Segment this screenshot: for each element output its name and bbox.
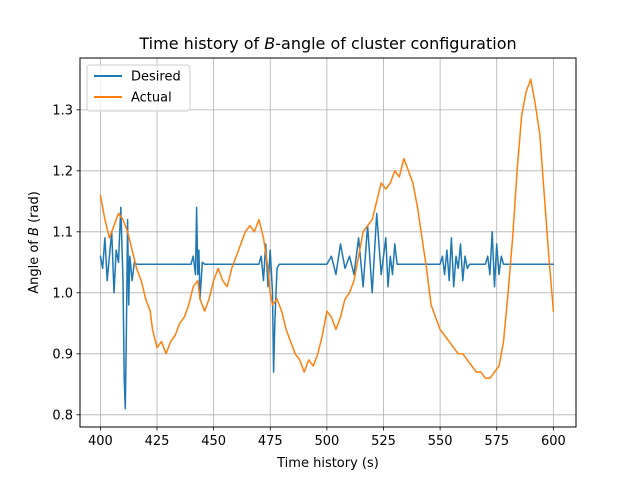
x-tick-label: 500	[314, 434, 339, 449]
x-tick-label: 400	[88, 434, 113, 449]
x-tick-label: 600	[541, 434, 566, 449]
plot-frame	[79, 57, 577, 428]
x-tick-label: 475	[258, 434, 283, 449]
y-tick-label: 0.9	[52, 347, 73, 362]
y-tick-label: 1.1	[52, 225, 73, 240]
y-tick-label: 1.2	[52, 164, 73, 179]
series-line-desired	[99, 206, 555, 410]
y-tick-label: 0.8	[52, 408, 73, 423]
y-tick-label: 1.0	[52, 286, 73, 301]
legend-label-desired: Desired	[131, 70, 181, 85]
x-tick-label: 550	[428, 434, 453, 449]
y-tick-label: 1.3	[52, 103, 73, 118]
legend: Desired Actual	[86, 64, 191, 112]
x-tick-label: 425	[145, 434, 170, 449]
x-tick-label: 525	[371, 434, 396, 449]
x-axis-label: Time history (s)	[276, 456, 379, 471]
y-axis-label: Angle of B (rad)	[27, 191, 42, 294]
axis-ticks: 400 425 450 475 500 525 550 575 600 0.8 0.9 1.0 1.1 1…	[52, 103, 565, 449]
series-layer	[99, 78, 555, 410]
legend-label-actual: Actual	[131, 91, 172, 106]
chart-title: Time history of B-angle of cluster confi…	[138, 34, 516, 53]
grid-lines	[80, 58, 576, 427]
series-line-actual	[99, 78, 555, 379]
x-tick-label: 575	[484, 434, 509, 449]
x-tick-label: 450	[201, 434, 226, 449]
